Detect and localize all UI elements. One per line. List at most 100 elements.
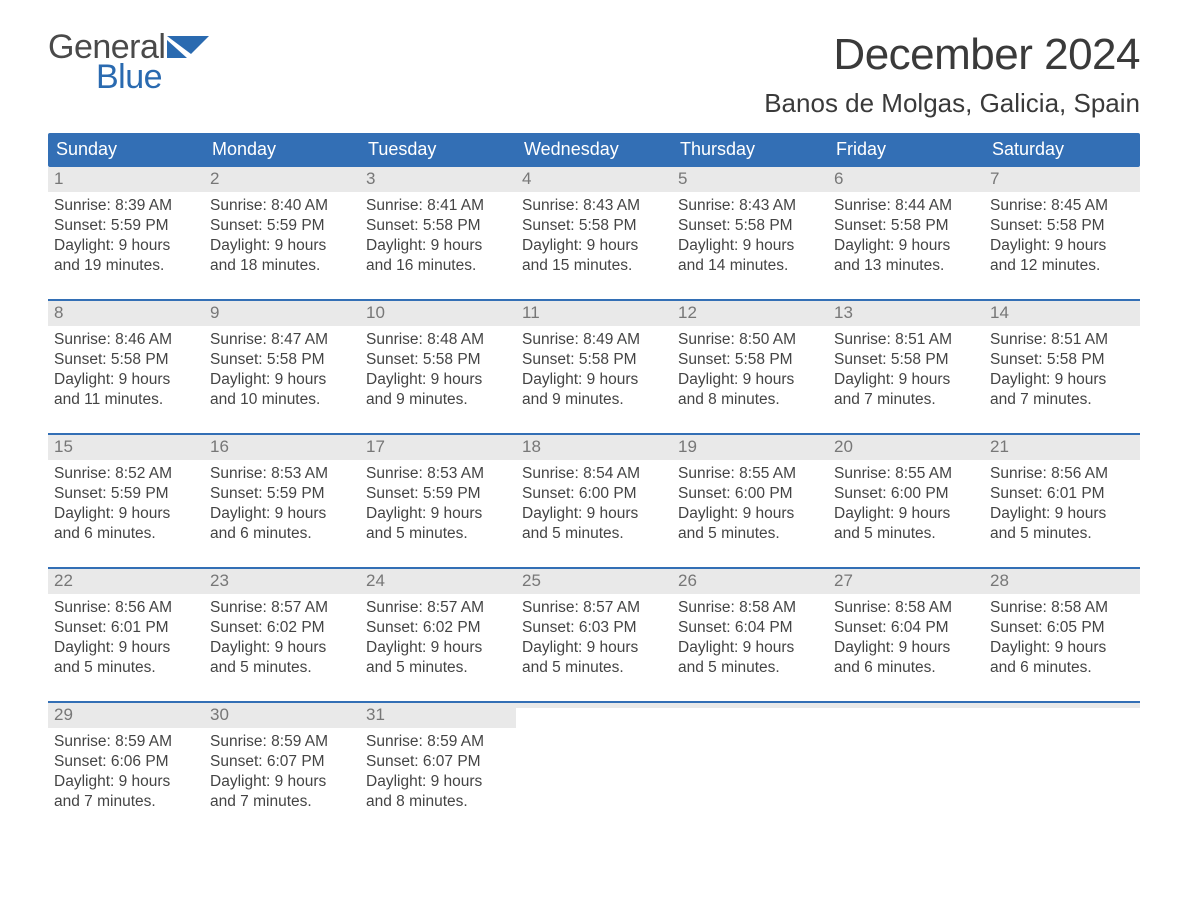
day-number: 26 xyxy=(672,569,828,594)
day-number: 21 xyxy=(984,435,1140,460)
day-cell: 5Sunrise: 8:43 AMSunset: 5:58 PMDaylight… xyxy=(672,167,828,289)
day-dl1: Daylight: 9 hours xyxy=(366,772,510,792)
day-details: Sunrise: 8:58 AMSunset: 6:04 PMDaylight:… xyxy=(678,598,822,679)
day-dl1: Daylight: 9 hours xyxy=(366,638,510,658)
day-details: Sunrise: 8:53 AMSunset: 5:59 PMDaylight:… xyxy=(366,464,510,545)
day-sunrise: Sunrise: 8:57 AM xyxy=(210,598,354,618)
day-sunset: Sunset: 5:58 PM xyxy=(522,216,666,236)
day-sunset: Sunset: 5:58 PM xyxy=(834,216,978,236)
day-dl2: and 11 minutes. xyxy=(54,390,198,410)
day-number: 17 xyxy=(360,435,516,460)
day-cell: 24 Sunrise: 8:57 AMSunset: 6:02 PMDayligh… xyxy=(360,569,516,691)
day-number: 15 xyxy=(48,435,204,460)
day-details: Sunrise: 8:57 AMSunset: 6:02 PMDaylight:… xyxy=(366,598,510,679)
day-dl1: Daylight: 9 hours xyxy=(54,370,198,390)
day-details: Sunrise: 8:56 AMSunset: 6:01 PMDaylight:… xyxy=(990,464,1134,545)
day-number: 13 xyxy=(828,301,984,326)
day-dl1: Daylight: 9 hours xyxy=(678,370,822,390)
day-sunset: Sunset: 6:07 PM xyxy=(210,752,354,772)
day-dl2: and 5 minutes. xyxy=(522,524,666,544)
day-dl1: Daylight: 9 hours xyxy=(834,370,978,390)
day-dl1: Daylight: 9 hours xyxy=(522,638,666,658)
day-sunrise: Sunrise: 8:41 AM xyxy=(366,196,510,216)
day-cell: 8 Sunrise: 8:46 AMSunset: 5:58 PMDaylight… xyxy=(48,301,204,423)
day-dl1: Daylight: 9 hours xyxy=(210,638,354,658)
day-dl2: and 5 minutes. xyxy=(54,658,198,678)
day-dl1: Daylight: 9 hours xyxy=(990,504,1134,524)
day-number: 12 xyxy=(672,301,828,326)
day-details: Sunrise: 8:59 AMSunset: 6:07 PMDaylight:… xyxy=(366,732,510,813)
day-header-fri: Friday xyxy=(828,133,984,167)
day-cell: 1Sunrise: 8:39 AMSunset: 5:59 PMDaylight… xyxy=(48,167,204,289)
day-sunrise: Sunrise: 8:56 AM xyxy=(990,464,1134,484)
day-sunset: Sunset: 6:00 PM xyxy=(522,484,666,504)
day-sunset: Sunset: 5:58 PM xyxy=(366,216,510,236)
day-details: Sunrise: 8:46 AMSunset: 5:58 PMDaylight:… xyxy=(54,330,198,411)
day-details: Sunrise: 8:57 AMSunset: 6:03 PMDaylight:… xyxy=(522,598,666,679)
title-block: December 2024 Banos de Molgas, Galicia, … xyxy=(764,30,1140,119)
day-sunset: Sunset: 6:00 PM xyxy=(678,484,822,504)
day-number: 19 xyxy=(672,435,828,460)
day-dl1: Daylight: 9 hours xyxy=(834,638,978,658)
day-sunset: Sunset: 6:04 PM xyxy=(678,618,822,638)
day-dl1: Daylight: 9 hours xyxy=(522,504,666,524)
day-number: 4 xyxy=(516,167,672,192)
day-sunset: Sunset: 5:58 PM xyxy=(522,350,666,370)
day-details: Sunrise: 8:43 AMSunset: 5:58 PMDaylight:… xyxy=(678,196,822,277)
day-details: Sunrise: 8:50 AMSunset: 5:58 PMDaylight:… xyxy=(678,330,822,411)
day-dl1: Daylight: 9 hours xyxy=(366,370,510,390)
day-dl1: Daylight: 9 hours xyxy=(210,370,354,390)
day-sunrise: Sunrise: 8:56 AM xyxy=(54,598,198,618)
day-sunset: Sunset: 6:02 PM xyxy=(366,618,510,638)
day-dl2: and 7 minutes. xyxy=(834,390,978,410)
day-cell: 19Sunrise: 8:55 AMSunset: 6:00 PMDayligh… xyxy=(672,435,828,557)
day-dl2: and 18 minutes. xyxy=(210,256,354,276)
day-details: Sunrise: 8:54 AMSunset: 6:00 PMDaylight:… xyxy=(522,464,666,545)
day-header-sat: Saturday xyxy=(984,133,1140,167)
location: Banos de Molgas, Galicia, Spain xyxy=(764,88,1140,119)
week-row: 29 Sunrise: 8:59 AMSunset: 6:06 PM Dayligh… xyxy=(48,701,1140,825)
day-cell: 30Sunrise: 8:59 AMSunset: 6:07 PMDayligh… xyxy=(204,703,360,825)
day-sunrise: Sunrise: 8:58 AM xyxy=(678,598,822,618)
day-number: 24 xyxy=(360,569,516,594)
day-dl1: Daylight: 9 hours xyxy=(990,638,1134,658)
day-number: 8 xyxy=(48,301,204,326)
day-number: 29 xyxy=(48,703,204,728)
day-sunset: Sunset: 5:59 PM xyxy=(366,484,510,504)
day-dl1: Daylight: 9 hours xyxy=(366,504,510,524)
day-dl1: Daylight: 9 hours xyxy=(678,236,822,256)
day-cell: 28 Sunrise: 8:58 AMSunset: 6:05 PMDayligh… xyxy=(984,569,1140,691)
day-header-thu: Thursday xyxy=(672,133,828,167)
day-sunrise: Sunrise: 8:59 AM xyxy=(54,732,198,752)
day-number: 28 xyxy=(984,569,1140,594)
logo-word2: Blue xyxy=(96,60,209,94)
day-cell: 22Sunrise: 8:56 AMSunset: 6:01 PMDayligh… xyxy=(48,569,204,691)
day-details: Sunrise: 8:39 AMSunset: 5:59 PMDaylight:… xyxy=(54,196,198,277)
day-sunset: Sunset: 6:00 PM xyxy=(834,484,978,504)
day-dl2: and 6 minutes. xyxy=(834,658,978,678)
day-details: Sunrise: 8:51 AMSunset: 5:58 PMDaylight:… xyxy=(990,330,1134,411)
day-cell: 10Sunrise: 8:48 AMSunset: 5:58 PMDayligh… xyxy=(360,301,516,423)
day-cell: 18Sunrise: 8:54 AMSunset: 6:00 PMDayligh… xyxy=(516,435,672,557)
day-dl2: and 12 minutes. xyxy=(990,256,1134,276)
day-number: 6 xyxy=(828,167,984,192)
day-details: Sunrise: 8:41 AMSunset: 5:58 PMDaylight:… xyxy=(366,196,510,277)
day-cell xyxy=(828,703,984,825)
day-details: Sunrise: 8:58 AMSunset: 6:05 PMDaylight:… xyxy=(990,598,1134,679)
day-dl1: Daylight: 9 hours xyxy=(834,504,978,524)
day-sunset: Sunset: 6:01 PM xyxy=(990,484,1134,504)
day-sunset: Sunset: 5:59 PM xyxy=(210,216,354,236)
day-dl2: and 9 minutes. xyxy=(522,390,666,410)
day-dl1: Daylight: 9 hours xyxy=(834,236,978,256)
day-dl2: and 10 minutes. xyxy=(210,390,354,410)
day-sunset: Sunset: 6:06 PM xyxy=(54,752,198,772)
day-dl1: Daylight: 9 hours xyxy=(210,772,354,792)
day-cell: 15Sunrise: 8:52 AMSunset: 5:59 PMDayligh… xyxy=(48,435,204,557)
day-dl2: and 9 minutes. xyxy=(366,390,510,410)
day-sunset: Sunset: 5:58 PM xyxy=(990,216,1134,236)
day-details: Sunrise: 8:56 AMSunset: 6:01 PMDaylight:… xyxy=(54,598,198,679)
day-cell: 20Sunrise: 8:55 AMSunset: 6:00 PMDayligh… xyxy=(828,435,984,557)
day-header-mon: Monday xyxy=(204,133,360,167)
day-details: Sunrise: 8:53 AMSunset: 5:59 PMDaylight:… xyxy=(210,464,354,545)
day-dl2: and 19 minutes. xyxy=(54,256,198,276)
